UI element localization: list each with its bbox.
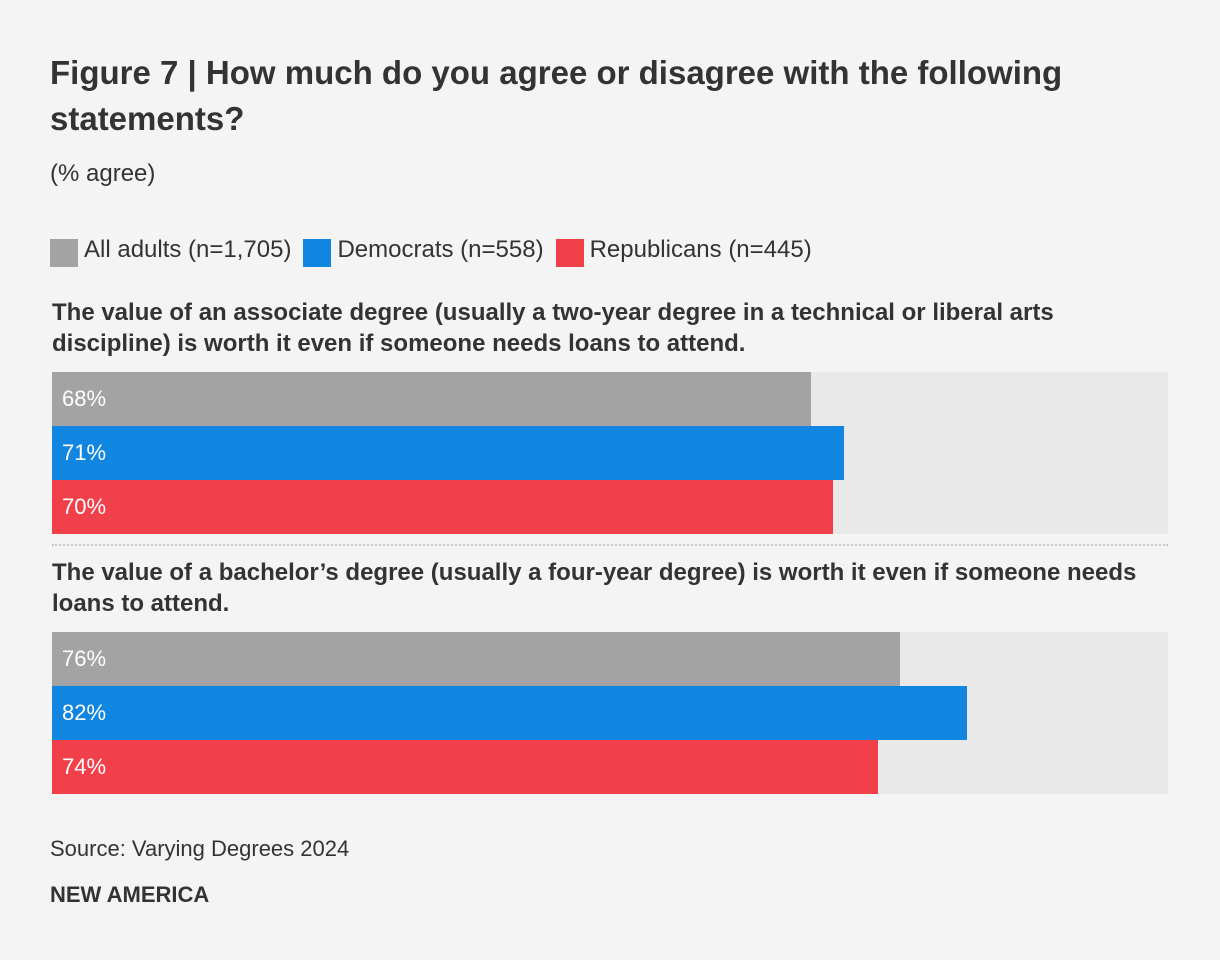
bar-label-bachelor-republicans: 74% xyxy=(62,754,107,779)
bar-track-bachelor: 76% 82% 74% xyxy=(52,632,1168,794)
legend: All adults (n=1,705) Democrats (n=558) R… xyxy=(50,236,824,267)
bar-associate-republicans: 70% xyxy=(52,480,833,534)
bar-bachelor-all-adults: 76% xyxy=(52,632,900,686)
source-note: Source: Varying Degrees 2024 xyxy=(50,836,350,861)
bar-associate-democrats: 71% xyxy=(52,426,844,480)
bar-label-associate-democrats: 71% xyxy=(62,440,107,465)
legend-swatch-republicans xyxy=(555,239,584,267)
legend-label-democrats: Democrats (n=558) xyxy=(337,236,544,263)
legend-item-democrats: Democrats (n=558) xyxy=(303,236,544,267)
bar-label-associate-all-adults: 68% xyxy=(62,386,107,411)
legend-item-republicans: Republicans (n=445) xyxy=(555,236,812,267)
bar-track-associate: 68% 71% 70% xyxy=(52,372,1168,534)
chart-title: Figure 7 | How much do you agree or disa… xyxy=(50,54,1063,137)
chart-subtitle: (% agree) xyxy=(50,160,156,187)
legend-label-republicans: Republicans (n=445) xyxy=(589,236,812,263)
brand-logo-text: NEW AMERICA xyxy=(50,882,210,907)
group-label-bachelor: The value of a bachelor’s degree (usuall… xyxy=(52,559,1137,617)
legend-item-all-adults: All adults (n=1,705) xyxy=(50,236,292,267)
group-divider xyxy=(52,544,1168,546)
group-label-associate: The value of an associate degree (usuall… xyxy=(52,299,1054,357)
bar-label-associate-republicans: 70% xyxy=(62,494,107,519)
legend-label-all-adults: All adults (n=1,705) xyxy=(84,236,292,263)
legend-swatch-all-adults xyxy=(50,239,78,267)
bar-bachelor-republicans: 74% xyxy=(52,740,878,794)
bar-bachelor-democrats: 82% xyxy=(52,686,967,740)
bar-associate-all-adults: 68% xyxy=(52,372,811,426)
bar-label-bachelor-all-adults: 76% xyxy=(62,646,107,671)
legend-swatch-democrats xyxy=(303,239,332,267)
bar-label-bachelor-democrats: 82% xyxy=(62,700,107,725)
